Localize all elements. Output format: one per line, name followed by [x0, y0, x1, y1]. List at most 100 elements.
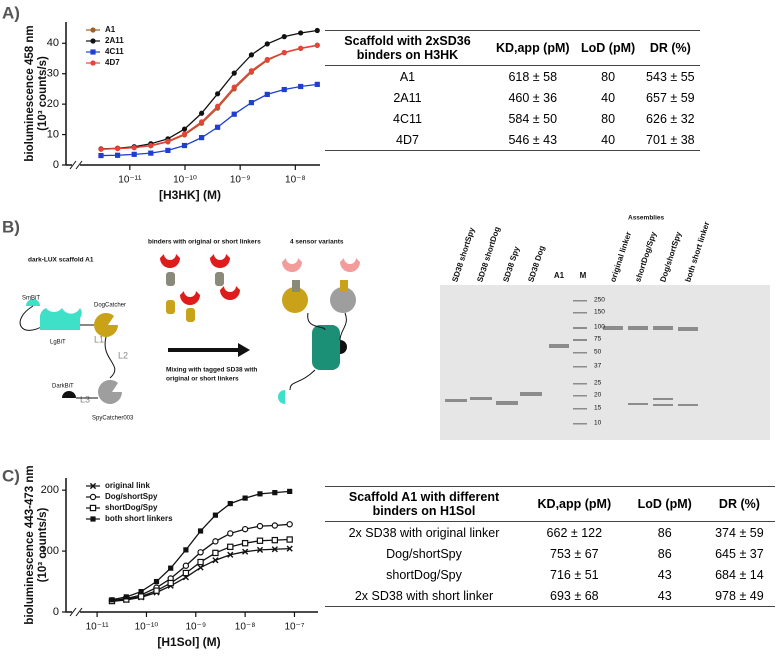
data-point	[227, 543, 234, 551]
header-cell: LoD (pM)	[575, 30, 641, 66]
table-cell: 86	[657, 526, 672, 540]
data-point	[281, 34, 287, 40]
lane-label: original linker	[608, 231, 633, 284]
data-point	[153, 578, 160, 585]
y-tick-label: 30	[47, 68, 59, 80]
tag	[340, 280, 348, 292]
table-cell: 657 ± 59	[646, 91, 695, 105]
marker-label: 50	[594, 349, 602, 356]
data-point	[109, 597, 115, 603]
data-point	[183, 547, 189, 553]
table-cell: 543 ± 55	[646, 70, 695, 84]
label: L1	[94, 334, 104, 344]
legend-marker	[90, 516, 96, 522]
x-tick-label: 10⁻⁹	[230, 175, 251, 186]
marker-label: 37	[594, 363, 602, 370]
tag	[215, 272, 224, 286]
spycatcher-shape	[98, 379, 122, 404]
data-point	[227, 530, 234, 537]
header-row: Scaffold A1 with different binders on H1…	[325, 486, 775, 522]
table-cell: Dog/shortSpy	[386, 547, 462, 561]
table-cell: 43	[657, 568, 672, 582]
marker-label: 150	[594, 309, 605, 316]
data-point	[248, 68, 255, 74]
y-tick-label: 40	[47, 37, 59, 49]
lane-label: SD38 shortDog	[475, 225, 501, 283]
data-point	[114, 152, 121, 158]
x-tick-label: 10⁻¹¹	[118, 175, 142, 186]
data-point	[286, 536, 293, 543]
y-axis-title: bioluminescence 443-473 nm	[24, 465, 36, 624]
data-point	[286, 521, 293, 528]
legend-label: both short linkers	[105, 514, 173, 523]
darkbit-shape	[62, 391, 76, 398]
data-point	[231, 70, 237, 76]
table-row: A1 618 ± 58 80 543 ± 55	[325, 66, 700, 88]
darkbit-shape	[340, 340, 347, 354]
tag	[292, 280, 300, 292]
binder-icons	[160, 254, 240, 305]
lane-label: shortDog/Spy	[633, 230, 658, 283]
data-point	[197, 528, 204, 534]
data-point	[198, 119, 205, 125]
data-point	[198, 110, 205, 116]
data-point	[167, 579, 174, 587]
data-point	[198, 135, 205, 141]
data-point	[242, 495, 248, 501]
table-cell: 753 ± 67	[550, 547, 599, 561]
header-row: Scaffold with 2xSD36 binders on H3HK KD,a…	[325, 30, 700, 66]
axis-break	[75, 607, 83, 617]
table-cell: 460 ± 36	[508, 91, 558, 105]
data-point	[241, 525, 249, 533]
series-line	[100, 83, 318, 157]
linker	[104, 336, 116, 379]
table-row: 2x SD38 with short linker 693 ± 68 43 978 ±…	[325, 585, 775, 607]
data-point	[182, 562, 190, 569]
data-point	[257, 491, 263, 497]
legend-label: Dog/shortSpy	[105, 492, 158, 501]
table-cell: 374 ± 59	[715, 526, 764, 540]
assemblies-label: Assemblies	[628, 215, 665, 222]
y-tick-label: 0	[53, 159, 59, 171]
data-point	[197, 558, 204, 566]
linker	[289, 312, 347, 391]
data-point	[165, 147, 171, 153]
table-cell: 693 ± 68	[523, 585, 626, 607]
legend-marker	[90, 49, 96, 55]
data-point	[212, 538, 219, 545]
table-row: shortDog/Spy 716 ± 51 43 684 ± 14	[325, 564, 775, 585]
table-cell: 80	[601, 70, 616, 84]
table-cell: 4D7	[325, 129, 490, 151]
binder-icon	[340, 258, 360, 272]
marker-label: 75	[594, 336, 602, 343]
legend-label: 2A11	[105, 36, 124, 45]
table-cell: shortDog/Spy	[386, 568, 462, 582]
y-tick-label: 100	[41, 545, 59, 557]
table-cell: 684 ± 14	[715, 568, 764, 582]
data-point	[153, 587, 160, 594]
label: 4 sensor variants	[290, 239, 344, 246]
label: SpyCatcher003	[92, 416, 134, 422]
data-point	[298, 83, 304, 90]
lane-label: Dog/shortSpy	[658, 230, 683, 283]
header-cell: Scaffold with 2xSD36 binders on H3HK	[325, 30, 490, 66]
lane-label: SD38 shortSpy	[450, 226, 476, 283]
legend-marker	[89, 482, 97, 490]
label: original or short linkers	[166, 376, 239, 383]
table-cell: 662 ± 122	[546, 526, 603, 540]
y-tick-label: 10	[47, 128, 59, 140]
series-line	[100, 44, 318, 150]
table-cell: 716 ± 51	[550, 568, 599, 582]
data-point	[298, 30, 304, 36]
marker-label: 10	[594, 420, 602, 427]
data-point	[231, 84, 237, 90]
series-line	[100, 29, 318, 150]
data-point	[165, 138, 171, 144]
table-cell: 978 ± 49	[703, 585, 775, 607]
data-point	[248, 52, 255, 58]
data-point	[271, 522, 279, 529]
data-point	[286, 545, 293, 552]
data-point	[215, 124, 221, 130]
series-line	[100, 44, 318, 150]
